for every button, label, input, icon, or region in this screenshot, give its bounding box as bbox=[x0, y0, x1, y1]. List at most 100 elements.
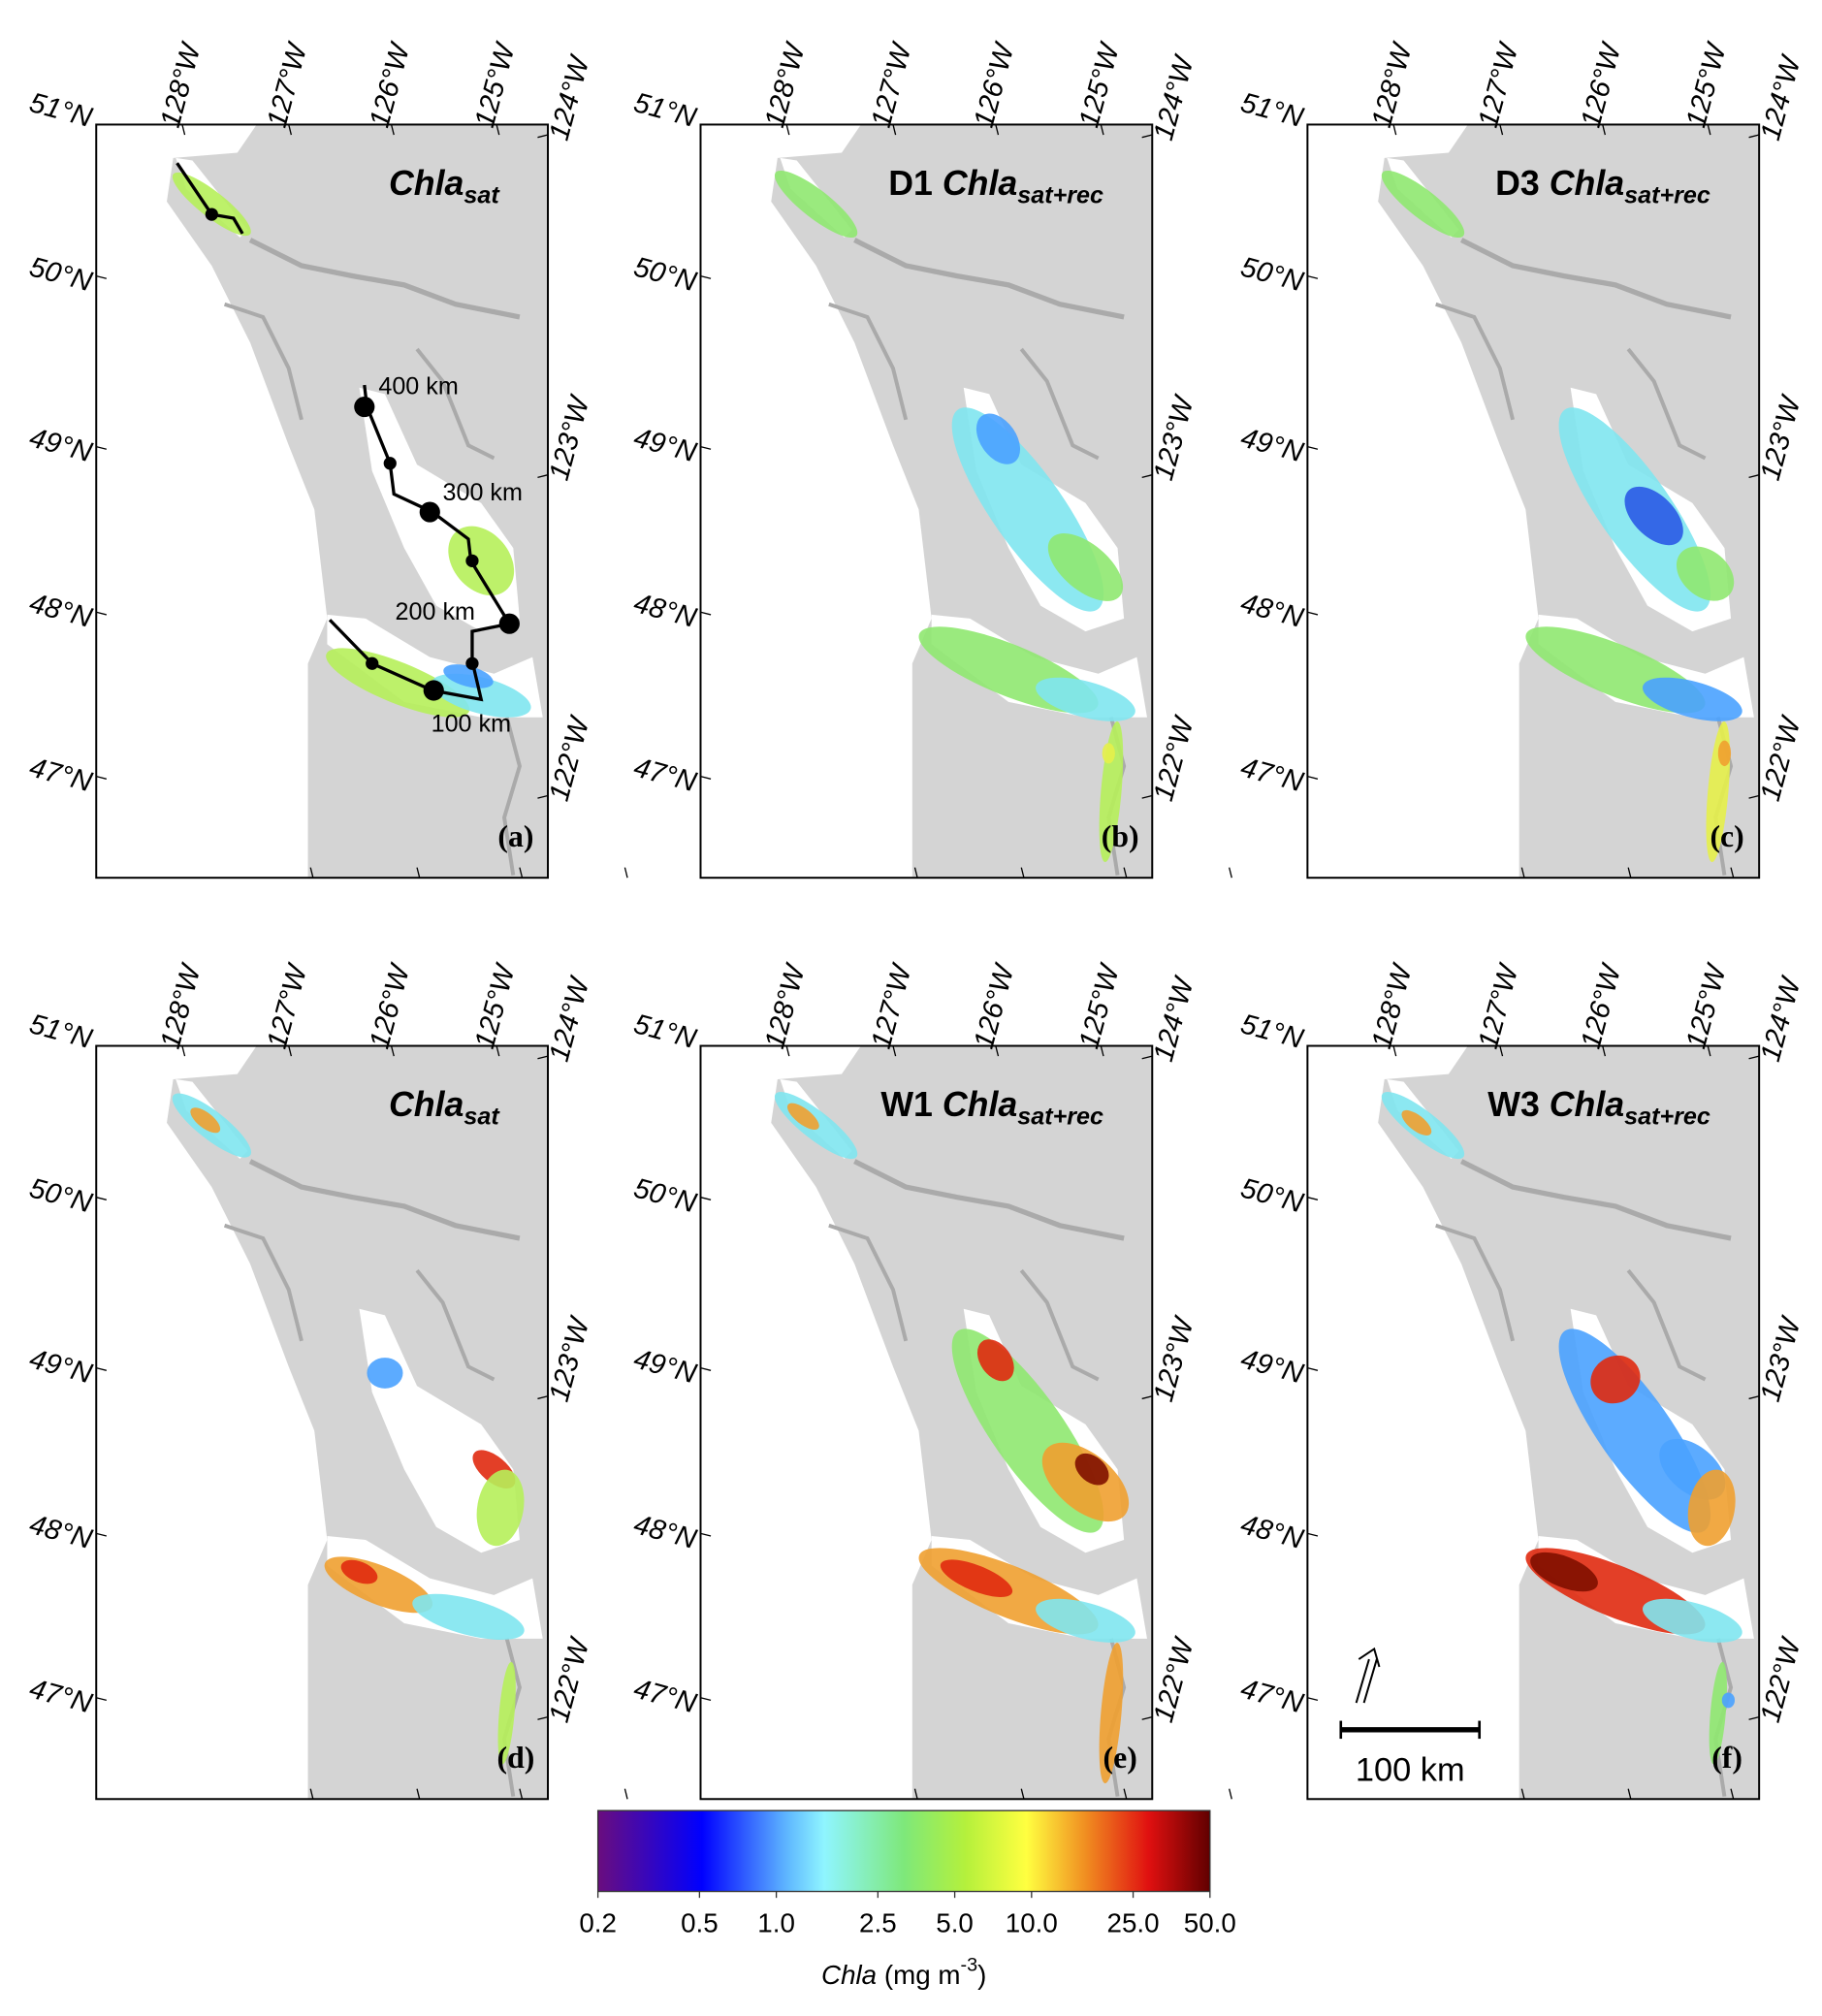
panel-label: (c) bbox=[1710, 819, 1743, 853]
lat-tick bbox=[96, 1367, 107, 1371]
lon-tick bbox=[1730, 867, 1735, 879]
title-variable: Chla bbox=[389, 1085, 463, 1124]
chla-patch bbox=[1643, 1598, 1742, 1643]
chla-patch bbox=[448, 526, 515, 596]
chla-patch bbox=[975, 413, 1021, 464]
lat-tick bbox=[1141, 474, 1153, 478]
title-prefix: D3 bbox=[1495, 164, 1540, 203]
lat-label: 47°N bbox=[26, 752, 96, 799]
colorbar-label-exp: -3 bbox=[961, 1955, 978, 1976]
lon-label: 126°W bbox=[365, 38, 417, 130]
lat-tick bbox=[700, 1197, 712, 1200]
lon-tick bbox=[390, 1045, 395, 1057]
transect bbox=[176, 162, 244, 235]
panel-title: W3 Chlasat+rec bbox=[1487, 1085, 1710, 1130]
lon-label: 123°W bbox=[1755, 391, 1807, 483]
lon-label: 122°W bbox=[544, 712, 596, 804]
colorbar-tick-label: 10.0 bbox=[1006, 1907, 1058, 1937]
lon-tick bbox=[519, 867, 524, 879]
lat-tick bbox=[537, 794, 549, 799]
lon-tick bbox=[309, 1788, 314, 1800]
panel-title: Chlasat bbox=[389, 164, 500, 208]
chla-patch bbox=[1590, 1355, 1641, 1404]
lat-label: 47°N bbox=[1237, 752, 1307, 799]
chla-patch bbox=[367, 1358, 403, 1389]
lon-tick bbox=[913, 1788, 918, 1800]
lon-tick bbox=[623, 1788, 628, 1800]
title-subscript: sat+rec bbox=[1017, 181, 1103, 208]
lon-label: 126°W bbox=[365, 960, 417, 1052]
lat-label: 50°N bbox=[630, 1173, 700, 1220]
panel-label: (e) bbox=[1103, 1741, 1137, 1775]
lon-tick bbox=[913, 867, 918, 879]
lon-tick bbox=[1392, 1045, 1397, 1057]
lat-tick bbox=[700, 445, 712, 450]
map-frame bbox=[699, 123, 1154, 880]
distance-label: 100 km bbox=[432, 710, 511, 737]
lon-label: 128°W bbox=[155, 960, 208, 1052]
lat-tick bbox=[1141, 134, 1153, 139]
lat-label: 48°N bbox=[1237, 1509, 1307, 1555]
lat-tick bbox=[96, 776, 107, 780]
lat-tick bbox=[1141, 794, 1153, 799]
chla-patch bbox=[1721, 1692, 1736, 1709]
lat-label: 48°N bbox=[630, 1509, 700, 1555]
colorbar-tick-label: 5.0 bbox=[936, 1907, 974, 1937]
title-variable: Chla bbox=[389, 164, 463, 203]
transect-dot bbox=[366, 656, 379, 670]
lon-label: 126°W bbox=[969, 960, 1021, 1052]
lon-label: 125°W bbox=[1073, 960, 1126, 1052]
lat-tick bbox=[700, 1532, 712, 1537]
lat-label: 49°N bbox=[630, 422, 700, 468]
lon-label: 123°W bbox=[1148, 1312, 1200, 1404]
map-panel: 51°N 50°N 49°N 48°N 47°N 128°W 127°W 126°W 125°W… bbox=[630, 38, 1232, 880]
lat-tick bbox=[700, 776, 712, 780]
lat-tick bbox=[96, 274, 107, 279]
lon-label: 127°W bbox=[1473, 960, 1525, 1052]
title-prefix: W1 bbox=[880, 1085, 933, 1124]
title-subscript: sat bbox=[463, 1103, 500, 1130]
lon-label: 124°W bbox=[544, 973, 596, 1065]
map-panel: 51°N 50°N 49°N 48°N 47°N 128°W 127°W 126°W 125°W… bbox=[26, 38, 628, 880]
lat-tick bbox=[1141, 1715, 1153, 1720]
lat-tick bbox=[96, 611, 107, 616]
lat-tick bbox=[1307, 445, 1319, 450]
distance-label: 300 km bbox=[443, 479, 523, 506]
lat-label: 49°N bbox=[630, 1344, 700, 1391]
chla-patch bbox=[1047, 533, 1124, 601]
lat-tick bbox=[700, 611, 712, 616]
lon-tick bbox=[892, 1045, 897, 1057]
panel-title: D1 Chlasat+rec bbox=[888, 164, 1103, 208]
colorbar-tick-label: 2.5 bbox=[859, 1907, 897, 1937]
lat-tick bbox=[1748, 1055, 1760, 1060]
lon-tick bbox=[1020, 867, 1025, 879]
lat-tick bbox=[1307, 1367, 1319, 1371]
lon-tick bbox=[309, 867, 314, 879]
land bbox=[700, 124, 1152, 878]
panel-label: (b) bbox=[1102, 819, 1139, 853]
land bbox=[96, 1046, 548, 1800]
panel-title: D3 Chlasat+rec bbox=[1495, 164, 1710, 208]
lat-tick bbox=[96, 445, 107, 450]
lat-tick bbox=[96, 1697, 107, 1702]
lon-tick bbox=[181, 124, 186, 136]
title-variable: Chla bbox=[943, 1085, 1017, 1124]
lon-tick bbox=[1229, 1788, 1232, 1800]
lon-tick bbox=[416, 867, 421, 879]
map-frame bbox=[95, 123, 550, 880]
lon-tick bbox=[623, 867, 628, 879]
lon-tick bbox=[1520, 867, 1525, 879]
lat-tick bbox=[1307, 274, 1319, 279]
lon-label: 126°W bbox=[1576, 38, 1628, 130]
lon-label: 125°W bbox=[469, 960, 522, 1052]
map-panel: 51°N 50°N 49°N 48°N 47°N 128°W 127°W 126°W 125°W… bbox=[1237, 960, 1807, 1800]
colorbar-tick-label: 0.2 bbox=[579, 1907, 617, 1937]
lon-tick bbox=[416, 1788, 421, 1800]
map-frame bbox=[699, 1044, 1154, 1801]
lat-label: 49°N bbox=[26, 422, 96, 468]
map-frame bbox=[95, 1044, 550, 1801]
lon-tick bbox=[288, 1045, 293, 1057]
lat-tick bbox=[1307, 1197, 1319, 1200]
chla-patch bbox=[340, 1559, 378, 1584]
